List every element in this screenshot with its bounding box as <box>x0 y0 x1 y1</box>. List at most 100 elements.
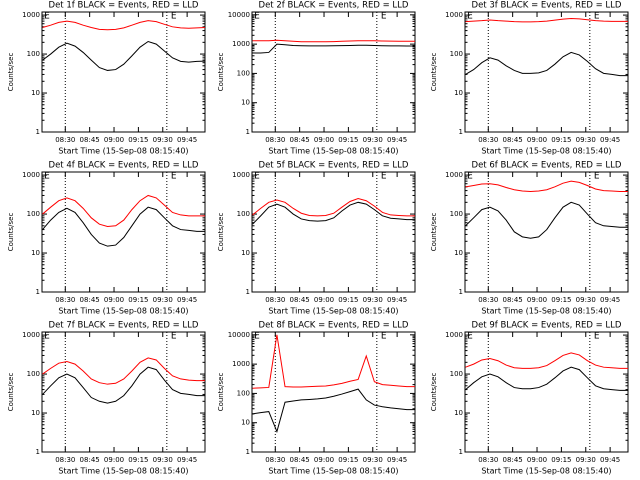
data-line <box>252 388 415 434</box>
x-tick-label: 09:45 <box>387 136 407 144</box>
y-axis-label: Counts/sec <box>217 53 225 92</box>
annotation: E <box>254 12 260 22</box>
panel: Det 9f BLACK = Events, RED = LLD Start Ti… <box>430 321 629 476</box>
plot-frame <box>41 171 206 293</box>
x-tick-label: 08:45 <box>290 296 310 304</box>
x-tick-label: 09:45 <box>177 456 197 464</box>
y-tick-label: 1 <box>246 448 250 456</box>
x-tick-label: 09:00 <box>314 456 334 464</box>
panel: Det 3f BLACK = Events, RED = LLD Start Ti… <box>430 1 629 156</box>
x-tick-label: 09:00 <box>527 296 547 304</box>
annotation: E <box>467 332 473 342</box>
plot-frame <box>464 11 629 133</box>
x-tick-label: 09:30 <box>363 296 383 304</box>
x-tick-label: 09:30 <box>576 136 596 144</box>
y-axis-label: Counts/sec <box>7 213 15 252</box>
x-tick-label: 09:45 <box>387 296 407 304</box>
x-tick-label: 08:30 <box>55 136 75 144</box>
x-tick-label: 09:15 <box>128 296 148 304</box>
x-axis-label: Start Time (15-Sep-08 08:15:40) <box>481 147 611 156</box>
annotation: E <box>381 12 387 22</box>
x-axis-label: Start Time (15-Sep-08 08:15:40) <box>481 467 611 476</box>
y-tick-label: 1000 <box>232 40 250 48</box>
x-tick-label: 09:45 <box>600 456 620 464</box>
plot-frame <box>251 331 416 453</box>
x-tick-label: 09:00 <box>527 136 547 144</box>
y-tick-label: 1 <box>459 128 463 136</box>
x-axis-label: Start Time (15-Sep-08 08:15:40) <box>268 147 398 156</box>
x-tick-label: 09:15 <box>338 456 358 464</box>
y-axis-label: Counts/sec <box>430 373 438 412</box>
panel: Det 1f BLACK = Events, RED = LLD Start Ti… <box>7 1 206 156</box>
x-tick-label: 08:30 <box>478 456 498 464</box>
annotation: E <box>381 332 387 342</box>
chart-title: Det 2f BLACK = Events, RED = LLD <box>259 1 409 11</box>
plot-frame <box>464 171 629 293</box>
y-tick-label: 1 <box>246 288 250 296</box>
y-tick-label: 10 <box>31 249 40 257</box>
x-tick-label: 08:30 <box>478 296 498 304</box>
annotation: E <box>171 332 177 342</box>
y-tick-label: 10000 <box>228 11 250 19</box>
data-line <box>465 201 628 239</box>
y-tick-label: 100 <box>27 50 40 58</box>
annotation: E <box>254 172 260 182</box>
panel: Det 5f BLACK = Events, RED = LLD Start Ti… <box>217 161 416 316</box>
x-tick-label: 08:45 <box>503 296 523 304</box>
annotation: E <box>44 12 50 22</box>
y-tick-label: 1 <box>459 448 463 456</box>
y-tick-label: 100 <box>450 210 463 218</box>
y-axis-label: Counts/sec <box>7 53 15 92</box>
x-tick-label: 08:45 <box>80 296 100 304</box>
chart-title: Det 7f BLACK = Events, RED = LLD <box>49 321 199 331</box>
x-tick-label: 08:45 <box>290 456 310 464</box>
plot-frame <box>41 11 206 133</box>
x-tick-label: 09:30 <box>363 456 383 464</box>
y-tick-label: 10 <box>241 99 250 107</box>
x-tick-label: 08:45 <box>80 456 100 464</box>
x-axis-label: Start Time (15-Sep-08 08:15:40) <box>268 307 398 316</box>
data-line <box>465 51 628 77</box>
x-tick-label: 09:45 <box>600 296 620 304</box>
annotation: E <box>594 332 600 342</box>
x-tick-label: 09:45 <box>177 296 197 304</box>
x-tick-label: 09:30 <box>576 296 596 304</box>
panel: Det 6f BLACK = Events, RED = LLD Start Ti… <box>430 161 629 316</box>
y-tick-label: 10 <box>31 89 40 97</box>
x-tick-label: 09:00 <box>104 136 124 144</box>
x-axis-label: Start Time (15-Sep-08 08:15:40) <box>268 467 398 476</box>
annotation: E <box>467 12 473 22</box>
x-tick-label: 08:30 <box>265 296 285 304</box>
panel: Det 8f BLACK = Events, RED = LLD Start Ti… <box>217 321 416 476</box>
annotation: E <box>171 172 177 182</box>
chart-title: Det 6f BLACK = Events, RED = LLD <box>472 161 622 171</box>
y-tick-label: 1000 <box>22 171 40 179</box>
y-tick-label: 100 <box>450 370 463 378</box>
y-tick-label: 1 <box>36 288 40 296</box>
y-tick-label: 100 <box>450 50 463 58</box>
annotation: E <box>44 332 50 342</box>
data-line <box>465 366 628 391</box>
panel: Det 7f BLACK = Events, RED = LLD Start Ti… <box>7 321 206 476</box>
y-tick-label: 1000 <box>22 11 40 19</box>
y-tick-label: 10000 <box>228 331 250 339</box>
x-tick-label: 09:00 <box>104 296 124 304</box>
annotation: E <box>594 12 600 22</box>
x-tick-label: 08:45 <box>80 136 100 144</box>
plot-frame <box>251 171 416 293</box>
y-tick-label: 1 <box>459 288 463 296</box>
x-tick-label: 09:30 <box>153 296 173 304</box>
y-tick-label: 10 <box>241 419 250 427</box>
data-line <box>465 180 628 192</box>
y-tick-label: 10 <box>454 409 463 417</box>
panel: Det 4f BLACK = Events, RED = LLD Start Ti… <box>7 161 206 316</box>
annotation: E <box>467 172 473 182</box>
x-tick-label: 09:00 <box>104 456 124 464</box>
x-tick-label: 08:30 <box>55 296 75 304</box>
annotation: E <box>381 172 387 182</box>
chart-title: Det 9f BLACK = Events, RED = LLD <box>472 321 622 331</box>
data-line <box>465 17 628 23</box>
x-tick-label: 08:45 <box>290 136 310 144</box>
chart-title: Det 5f BLACK = Events, RED = LLD <box>259 161 409 171</box>
y-tick-label: 1000 <box>232 360 250 368</box>
